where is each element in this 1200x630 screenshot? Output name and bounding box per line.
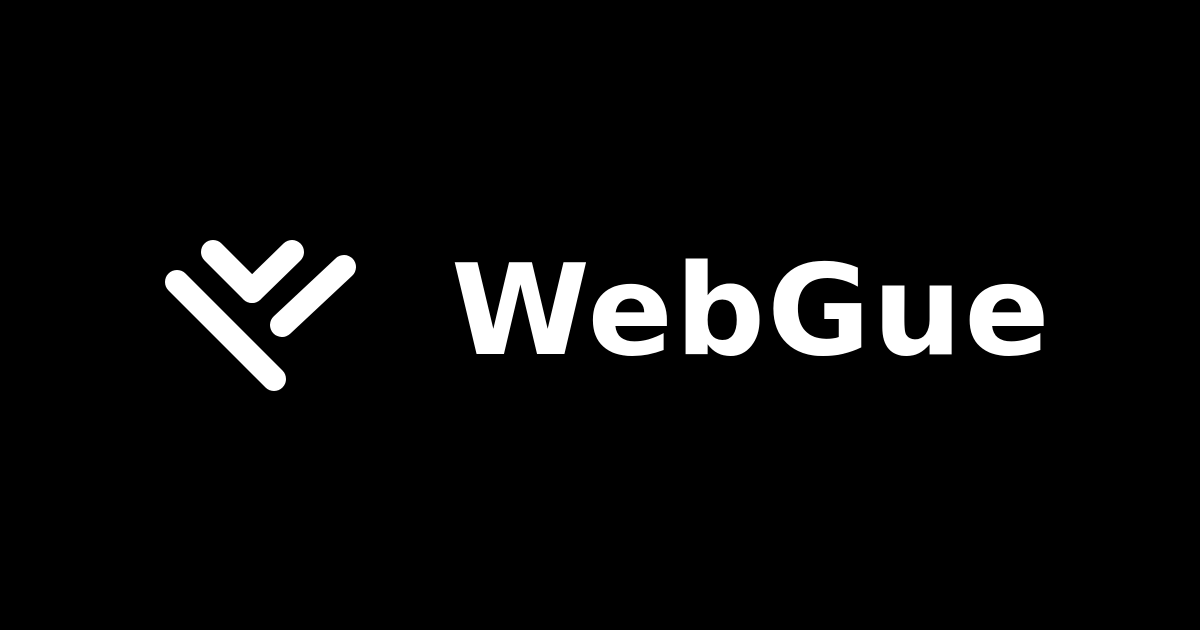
brand-wordmark: WebGue xyxy=(451,237,1052,384)
webgue-logo-icon xyxy=(165,240,356,391)
